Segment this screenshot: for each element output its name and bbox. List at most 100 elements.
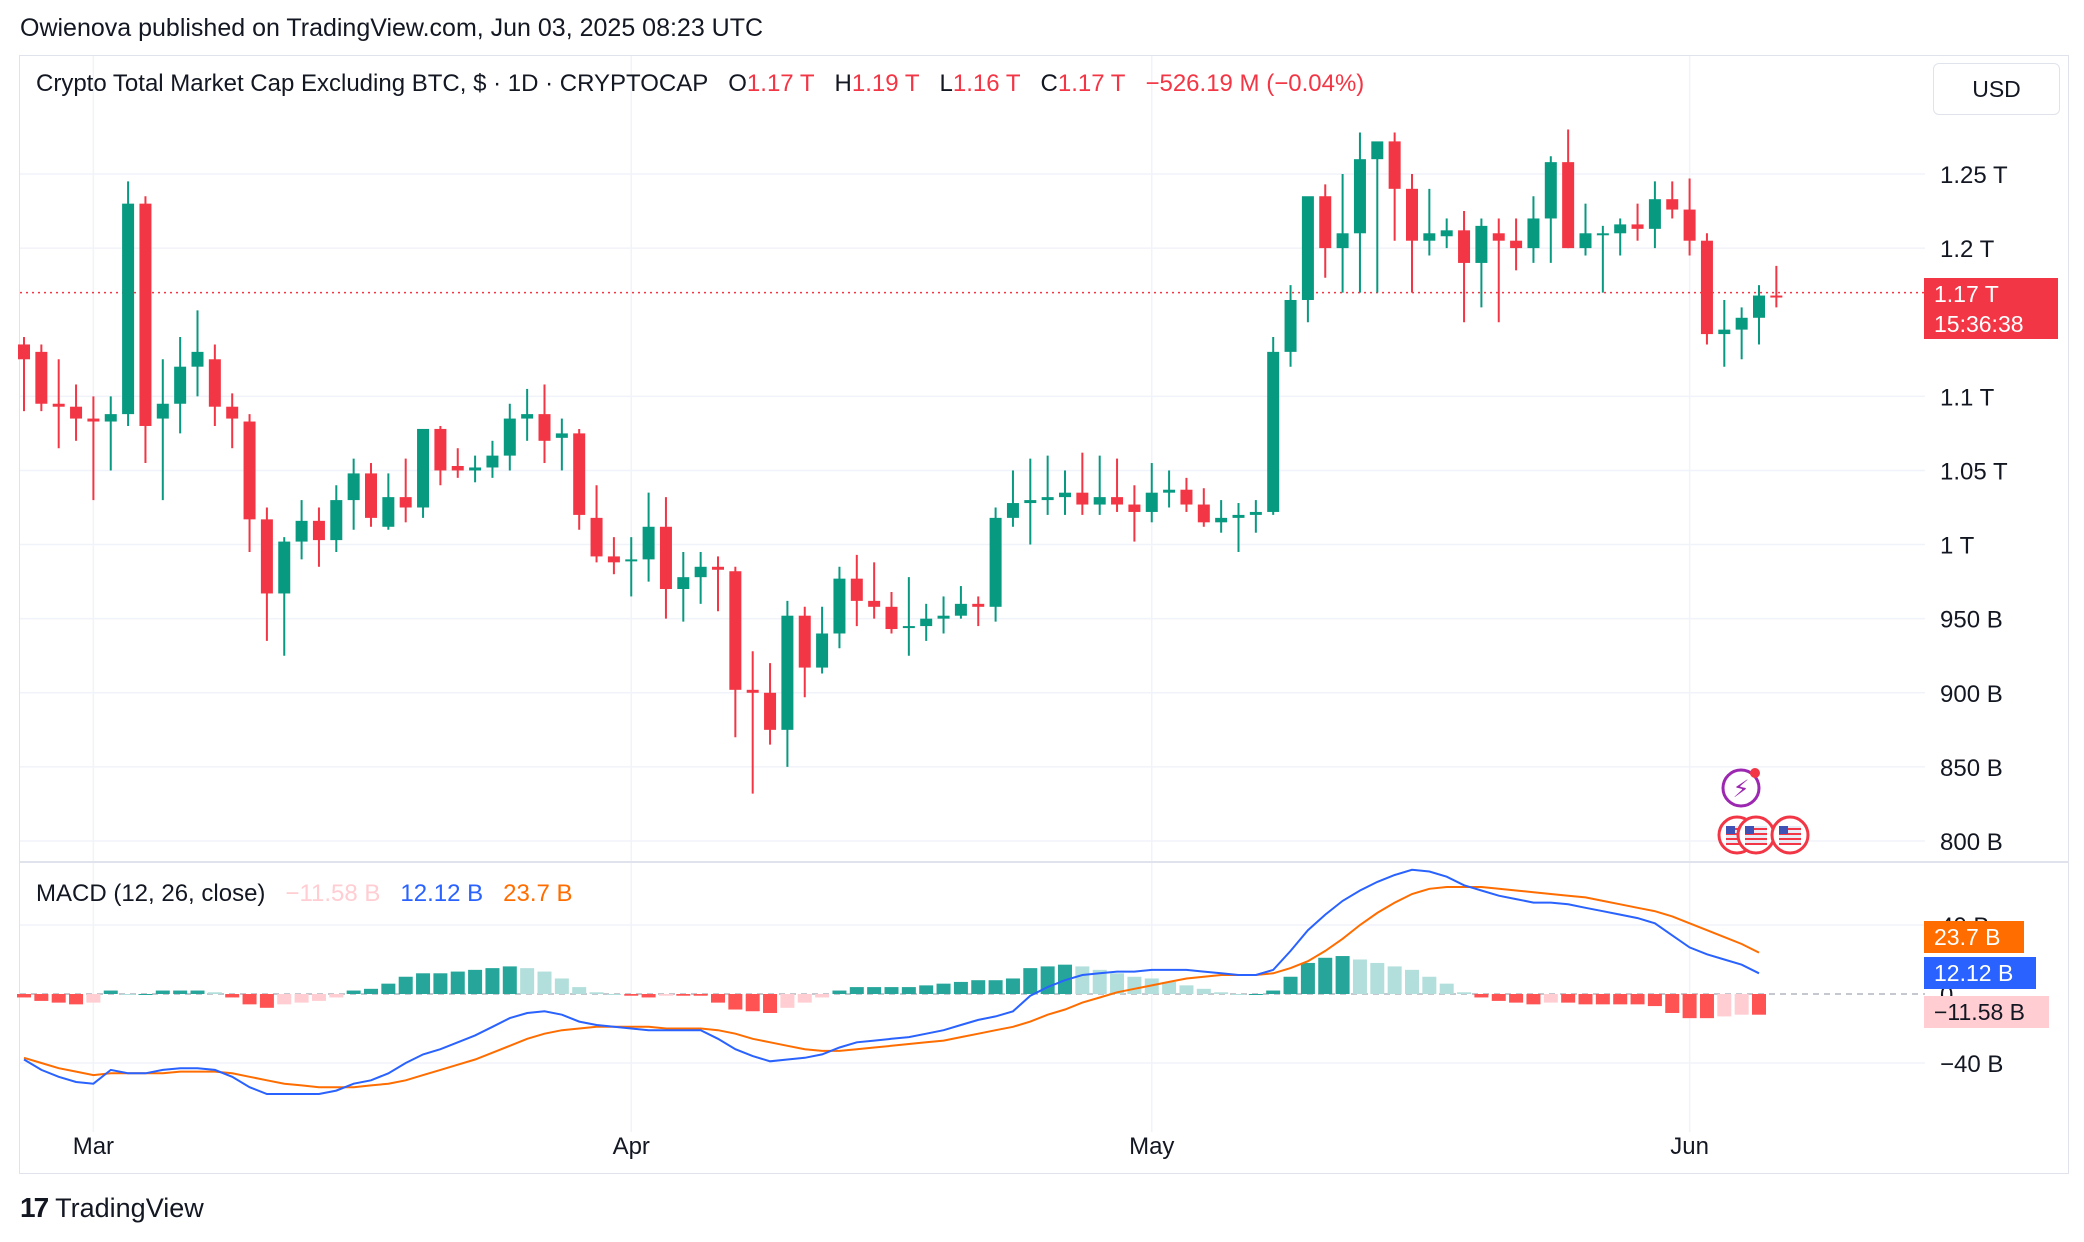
y-tick-label: 950 B — [1940, 607, 2003, 634]
candle-body — [1666, 199, 1679, 210]
macd-histogram-bar — [780, 994, 795, 1008]
high-value: 1.19 T — [851, 70, 920, 97]
macd-histogram-bar — [1231, 994, 1246, 995]
candle-body — [1440, 230, 1453, 237]
macd-histogram-bar — [1005, 978, 1020, 994]
macd-histogram-bar — [138, 994, 153, 995]
candle-body — [1406, 188, 1418, 241]
macd-histogram-bar — [173, 990, 188, 994]
macd-histogram-bar — [815, 994, 830, 998]
macd-histogram-bar — [1578, 994, 1593, 1005]
hist-tag: −11.58 B — [1924, 996, 2049, 1028]
candle-body — [902, 626, 915, 629]
countdown-tag: 15:36:38 — [1924, 309, 2058, 339]
macd-histogram-bar — [346, 990, 361, 994]
macd-histogram-bar — [953, 981, 968, 994]
candle-body — [1128, 504, 1141, 512]
macd-histogram-bar — [849, 987, 864, 994]
macd-histogram-bar — [988, 980, 1003, 994]
candle-body — [1163, 489, 1176, 493]
candle-body — [1180, 489, 1193, 505]
candle-body — [1284, 299, 1297, 352]
candle-body — [18, 344, 30, 360]
candle-body — [885, 606, 898, 630]
candle-body — [260, 519, 273, 594]
x-tick-label: Jun — [1670, 1133, 1709, 1160]
macd-histogram-bar — [1422, 976, 1437, 994]
macd-histogram-bar — [1127, 976, 1142, 994]
x-tick-label: Mar — [73, 1133, 114, 1160]
macd-hist-value: −11.58 B — [285, 880, 381, 907]
candle-body — [434, 428, 447, 471]
macd-histogram-bar — [1682, 994, 1697, 1019]
candle-body — [399, 497, 412, 508]
candle-body — [1770, 295, 1783, 298]
macd-histogram-bar — [69, 994, 84, 1005]
lightning-event-icon — [1721, 768, 1761, 808]
candle-body — [1267, 351, 1280, 512]
high-label: H — [834, 70, 852, 97]
candle-body — [920, 618, 933, 627]
candle-body — [243, 421, 256, 520]
macd-histogram-bar — [728, 994, 743, 1010]
macd-histogram-bar — [1110, 973, 1125, 994]
currency-button[interactable]: USD — [1933, 63, 2060, 115]
candle-body — [1336, 233, 1349, 249]
macd-line — [23, 868, 1760, 1095]
candle-body — [555, 433, 568, 438]
candle-body — [590, 517, 603, 557]
lightning-glyph-icon: ⚡ — [1733, 775, 1750, 803]
macd-histogram-bar — [832, 990, 847, 994]
macd-histogram-bar — [1283, 976, 1298, 994]
candle-body — [1423, 233, 1436, 241]
macd-histogram-bar — [1196, 988, 1211, 994]
macd-histogram-bar — [1717, 994, 1732, 1017]
footer[interactable]: 17 TradingView — [20, 1192, 204, 1224]
candle-body — [781, 615, 794, 730]
macd-histogram-bar — [1075, 966, 1090, 994]
macd-y-tick-label: −40 B — [1940, 1051, 2003, 1078]
candle-body — [208, 359, 221, 407]
candle-body — [226, 406, 239, 419]
macd-histogram-bar — [797, 994, 812, 1003]
macd-histogram-bar — [1457, 992, 1472, 994]
macd-histogram-bar — [1248, 994, 1263, 995]
macd-histogram-bar — [398, 976, 413, 994]
candle-body — [850, 578, 863, 601]
candle-body — [278, 541, 291, 594]
candle-body — [798, 615, 811, 668]
published-caption: Owienova published on TradingView.com, J… — [20, 14, 764, 42]
macd-histogram-bar — [190, 990, 205, 994]
macd-histogram-bar — [155, 990, 170, 994]
macd-histogram-bar — [1734, 994, 1749, 1015]
candle-body — [521, 414, 534, 419]
close-label: C — [1040, 70, 1058, 97]
candle-body — [156, 403, 169, 419]
candle-body — [1527, 218, 1540, 249]
candle-body — [87, 418, 100, 422]
macd-histogram-bar — [711, 994, 725, 1003]
candle-body — [1544, 162, 1557, 219]
macd-histogram-bar — [901, 987, 916, 994]
candle-body — [607, 556, 620, 563]
candle-body — [52, 403, 65, 407]
candle-body — [1596, 233, 1609, 236]
candle-body — [1371, 141, 1384, 160]
candle-body — [712, 566, 724, 570]
macd-signal-value: 23.7 B — [503, 880, 573, 907]
close-value: 1.17 T — [1057, 70, 1126, 97]
macd-histogram-bar — [450, 971, 465, 994]
macd-histogram-bar — [311, 994, 326, 1001]
open-value: 1.17 T — [746, 70, 815, 97]
macd-histogram-bar — [1630, 994, 1645, 1005]
candle-body — [1683, 209, 1696, 241]
candle-body — [729, 571, 742, 690]
macd-histogram-bar — [1699, 994, 1714, 1019]
macd-histogram-bar — [17, 994, 31, 998]
chart-frame — [19, 55, 2069, 1174]
macd-histogram-bar — [1595, 994, 1610, 1005]
flag-canton-icon — [1726, 826, 1735, 834]
signal-tag: 23.7 B — [1924, 921, 2024, 953]
candle-body — [1614, 224, 1627, 234]
